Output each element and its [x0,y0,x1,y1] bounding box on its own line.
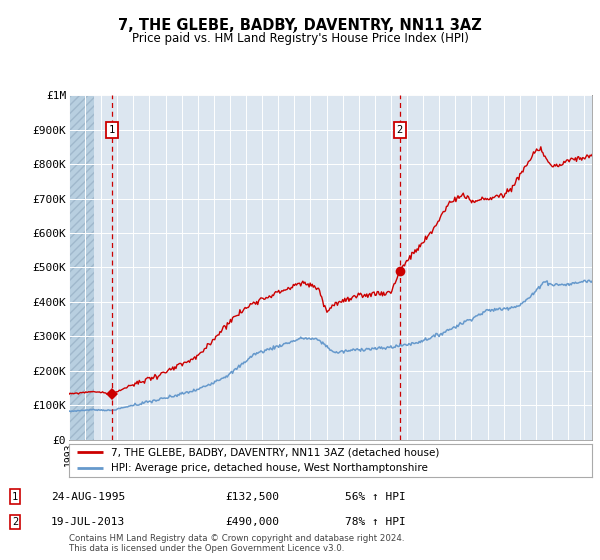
Text: 2: 2 [397,125,403,134]
Text: 1: 1 [12,492,18,502]
Text: 1: 1 [109,125,115,134]
Text: 7, THE GLEBE, BADBY, DAVENTRY, NN11 3AZ: 7, THE GLEBE, BADBY, DAVENTRY, NN11 3AZ [118,18,482,33]
Bar [69,95,94,440]
Text: 56% ↑ HPI: 56% ↑ HPI [345,492,406,502]
Text: Contains HM Land Registry data © Crown copyright and database right 2024.
This d: Contains HM Land Registry data © Crown c… [69,534,404,553]
Text: £490,000: £490,000 [225,517,279,527]
Text: £132,500: £132,500 [225,492,279,502]
Text: 24-AUG-1995: 24-AUG-1995 [51,492,125,502]
Text: HPI: Average price, detached house, West Northamptonshire: HPI: Average price, detached house, West… [111,463,428,473]
Text: Price paid vs. HM Land Registry's House Price Index (HPI): Price paid vs. HM Land Registry's House … [131,32,469,45]
Text: 78% ↑ HPI: 78% ↑ HPI [345,517,406,527]
Text: 2: 2 [12,517,18,527]
Text: 7, THE GLEBE, BADBY, DAVENTRY, NN11 3AZ (detached house): 7, THE GLEBE, BADBY, DAVENTRY, NN11 3AZ … [111,447,439,458]
Text: 19-JUL-2013: 19-JUL-2013 [51,517,125,527]
